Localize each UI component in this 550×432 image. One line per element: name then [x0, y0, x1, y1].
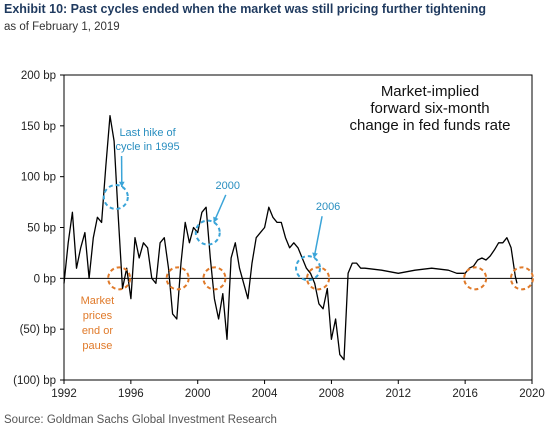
orange-callout-text: end or — [82, 325, 114, 337]
x-tick-label: 2020 — [519, 388, 545, 400]
blue-callout-text: 2006 — [316, 201, 340, 213]
chart-axes: 200 bp 150 bp 100 bp 50 bp 0 bp (50) bp (100) … — [13, 70, 545, 400]
orange-marker — [107, 266, 132, 291]
exhibit-subtitle: as of February 1, 2019 — [4, 21, 120, 33]
x-tick-label: 1996 — [118, 388, 144, 400]
blue-marker — [295, 255, 322, 282]
x-tick-label: 2008 — [319, 388, 345, 400]
inset-title-line: Market-implied — [381, 83, 479, 100]
inset-title-line: change in fed funds rate — [350, 117, 511, 134]
blue-arrow-head — [213, 216, 219, 223]
source-note: Source: Goldman Sachs Global Investment … — [4, 414, 277, 426]
x-tick-label: 1992 — [51, 388, 77, 400]
annotation-markers: Last hike of cycle in 1995 2000 2006 Market p… — [81, 127, 534, 352]
series-line — [63, 115, 518, 361]
blue-callout-text: Last hike of — [119, 127, 176, 139]
series-layer — [63, 115, 518, 361]
exhibit-title: Exhibit 10: Past cycles ended when the m… — [4, 2, 487, 16]
blue-callout-text: cycle in 1995 — [115, 141, 179, 153]
y-tick-label: 100 bp — [21, 172, 56, 184]
orange-marker — [202, 266, 227, 291]
blue-arrow-head — [118, 181, 125, 187]
inset-title-line: forward six-month — [370, 100, 489, 117]
blue-marker — [102, 184, 129, 210]
orange-callout-text: prices — [83, 310, 113, 322]
x-tick-label: 2000 — [185, 388, 211, 400]
blue-callout-text: 2000 — [216, 180, 240, 192]
orange-marker — [509, 266, 534, 291]
y-tick-label: (50) bp — [20, 324, 56, 336]
y-tick-label: 150 bp — [21, 121, 56, 133]
orange-marker — [463, 266, 488, 291]
x-tick-label: 2016 — [452, 388, 478, 400]
y-tick-label: (100) bp — [13, 375, 56, 387]
x-tick-label: 2012 — [385, 388, 411, 400]
blue-arrow — [313, 216, 323, 259]
y-tick-label: 50 bp — [27, 223, 56, 235]
x-tick-label: 2004 — [252, 388, 278, 400]
orange-callout-text: pause — [82, 340, 112, 352]
y-tick-label: 0 bp — [34, 273, 56, 285]
orange-marker — [306, 266, 331, 291]
orange-callout-text: Market — [81, 295, 115, 307]
blue-marker — [194, 219, 221, 246]
orange-marker — [165, 266, 190, 291]
y-tick-label: 200 bp — [21, 70, 56, 82]
blue-arrow-head — [312, 252, 318, 259]
